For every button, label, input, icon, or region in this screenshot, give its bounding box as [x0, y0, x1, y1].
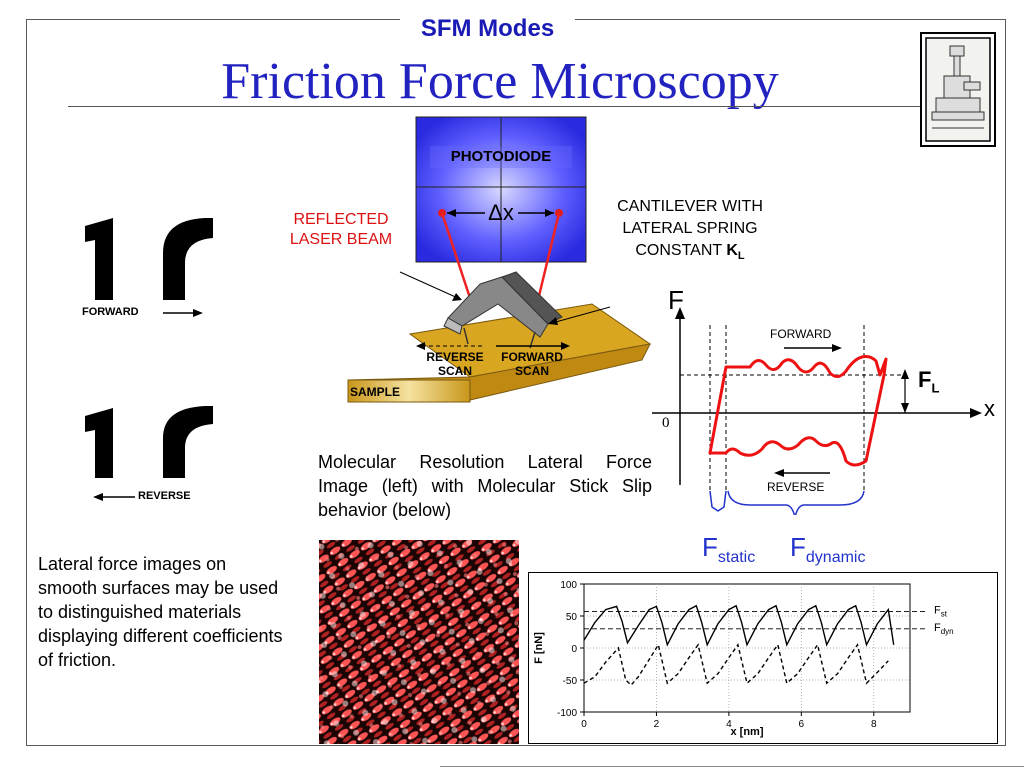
tip-block-icon [85, 408, 113, 478]
chart-ytick-label: 0 [571, 644, 577, 655]
reflected-beam-right [536, 212, 561, 301]
chart-xtick-label: 4 [726, 719, 732, 730]
tip-hook-icon [163, 218, 213, 300]
reverse-scan-label: REVERSE SCAN [426, 350, 484, 378]
chart-series-solid [583, 604, 895, 647]
chart-reference-label: Fdyn [934, 622, 954, 636]
photodiode-label: PHOTODIODE [450, 148, 552, 165]
lateral-force-caption: Molecular Resolution Lateral Force Image… [318, 452, 652, 520]
fstatic-label: Fstatic [702, 532, 755, 567]
loop-y-label: F [668, 285, 684, 315]
chart-ytick-label: -50 [563, 676, 578, 687]
spring-constant-symbol: K [726, 242, 738, 259]
microscope-photo [920, 32, 996, 147]
slide-title: Friction Force Microscopy [221, 53, 779, 110]
chart-ylabel: F [nN] [533, 632, 545, 664]
sample-label: SAMPLE [350, 385, 401, 399]
chart-reference-label-main: F [934, 605, 941, 617]
fl-symbol: F [918, 367, 932, 392]
section-tag: SFM Modes [400, 13, 575, 45]
fstatic-brace [709, 490, 727, 512]
fdynamic-label: Fdynamic [790, 532, 865, 567]
chart-xlabel: x [nm] [731, 726, 764, 738]
loop-origin-label: 0 [662, 415, 670, 431]
fstatic-sub: static [717, 549, 756, 567]
reverse-label: REVERSE [138, 490, 191, 502]
friction-loop-diagram [652, 307, 982, 515]
loop-forward-label: FORWARD [770, 327, 832, 341]
reverse-tip-diagram [85, 406, 213, 501]
chart-xtick-label: 6 [799, 719, 805, 730]
tip-hook-icon [163, 406, 213, 478]
title-divider [68, 106, 928, 107]
tip-block-icon [85, 218, 113, 300]
spring-constant-sub: L [737, 250, 745, 263]
chart-xtick-label: 0 [581, 719, 587, 730]
friction-loop-curve [708, 355, 888, 467]
delta-x-label: Δx [488, 200, 514, 225]
forward-scan-label: FORWARD SCAN [501, 350, 563, 378]
reflected-beam-label: REFLECTED LASER BEAM [289, 211, 393, 248]
apparatus-diagram [347, 116, 652, 403]
chart-series-dashed [583, 642, 889, 687]
forward-tip-diagram [85, 218, 213, 317]
fdynamic-sub: dynamic [805, 549, 866, 567]
fstatic-symbol: F [702, 532, 718, 562]
chart-ytick-label: 100 [560, 580, 577, 591]
chart-xtick-label: 2 [654, 719, 660, 730]
fl-label: FL [918, 367, 939, 395]
chart-ytick-label: 50 [566, 612, 578, 623]
reflected-beam-left [440, 212, 474, 305]
loop-x-label: x [984, 396, 995, 421]
fl-sub: L [931, 380, 940, 396]
loop-reverse-label: REVERSE [767, 480, 825, 494]
chart-ytick-label: -100 [557, 708, 577, 719]
lateral-force-image [319, 540, 519, 744]
cantilever-text: CANTILEVER WITH LATERAL SPRING CONSTANT [617, 198, 763, 259]
chart-reference-label-sub: dyn [941, 627, 954, 636]
lateral-force-description: Lateral force images on smooth surfaces … [38, 554, 283, 670]
fdynamic-symbol: F [790, 532, 806, 562]
chart-reference-label-main: F [934, 622, 941, 634]
footer-divider [440, 766, 1024, 767]
reverse-arrow-icon [93, 493, 103, 501]
chart-reference-label-sub: st [941, 610, 948, 619]
chart-reference-label: Fst [934, 605, 948, 619]
cantilever-label: CANTILEVER WITH LATERAL SPRING CONSTANT … [590, 196, 790, 267]
chart-xtick-label: 8 [871, 719, 877, 730]
fdynamic-brace [727, 490, 865, 515]
forward-arrow-icon [193, 309, 203, 317]
forward-label: FORWARD [82, 306, 139, 318]
